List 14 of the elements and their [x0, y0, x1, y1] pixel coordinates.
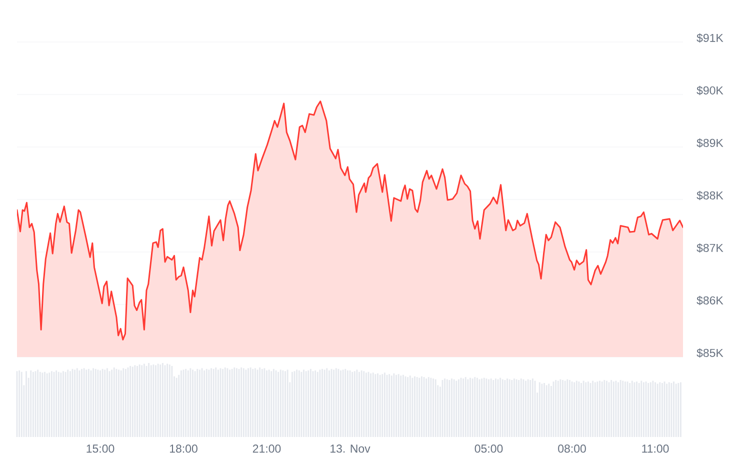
y-tick-label: $90K	[696, 86, 724, 96]
y-tick-label: $85K	[696, 348, 724, 358]
x-tick-label: 13. Nov	[330, 444, 370, 453]
x-tick-label: 21:00	[252, 444, 281, 453]
x-tick-label: 15:00	[86, 444, 114, 453]
x-tick-label: 08:00	[558, 444, 586, 453]
x-tick-label: 05:00	[474, 444, 503, 453]
y-tick-label: $86K	[696, 296, 724, 306]
x-tick-label: 11:00	[642, 444, 669, 453]
y-tick-label: $88K	[696, 190, 724, 200]
y-tick-label: $89K	[696, 138, 724, 148]
y-tick-label: $91K	[696, 33, 724, 43]
y-tick-label: $87K	[696, 243, 724, 253]
x-tick-label: 18:00	[170, 444, 198, 453]
